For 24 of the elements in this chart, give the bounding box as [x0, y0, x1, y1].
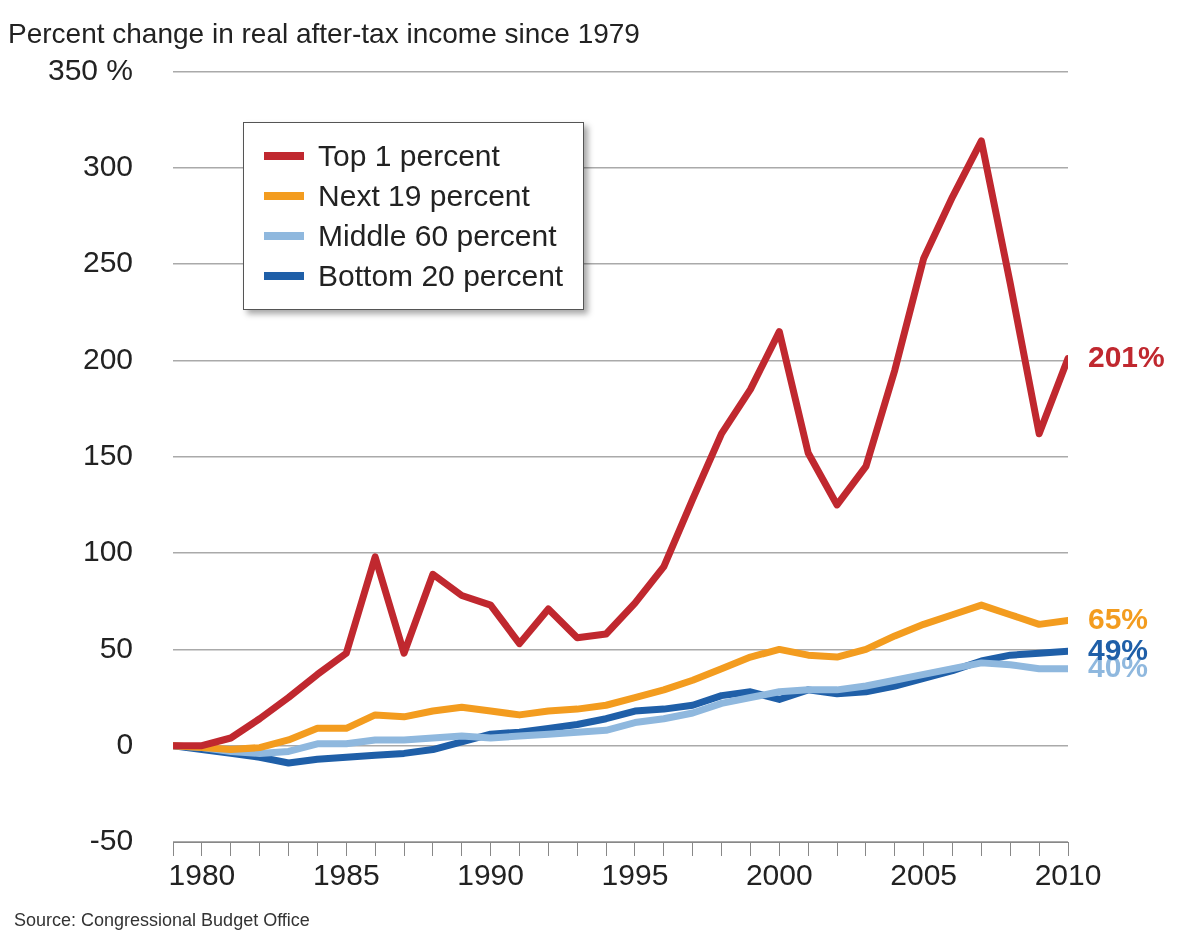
y-tick-label: 200	[83, 341, 134, 375]
x-tick-label: 1985	[312, 858, 380, 892]
y-tick-label: 250	[83, 245, 134, 279]
legend-label: Middle 60 percent	[318, 218, 557, 253]
y-tick-label: -50	[89, 823, 134, 857]
x-tick-label: 2005	[890, 858, 958, 892]
source-note: Source: Congressional Budget Office	[14, 909, 310, 930]
y-tick-label: 350 %	[47, 52, 134, 86]
y-tick-label: 100	[83, 534, 134, 568]
data-label: 65%	[1088, 601, 1149, 635]
y-tick-label: 300	[83, 149, 134, 183]
x-tick-label: 2000	[745, 858, 813, 892]
x-tick-label: 1995	[601, 858, 669, 892]
x-tick-label: 1990	[457, 858, 524, 892]
data-label: 201%	[1088, 339, 1165, 373]
chart-title: Percent change in real after-tax income since 1979	[8, 17, 640, 49]
legend-label: Next 19 percent	[318, 178, 530, 213]
legend-label: Top 1 percent	[318, 138, 500, 173]
x-tick-label: 2010	[1034, 858, 1102, 892]
x-tick-label: 1980	[168, 858, 236, 892]
legend-label: Bottom 20 percent	[318, 258, 564, 293]
y-tick-label: 50	[99, 630, 134, 664]
y-tick-label: 0	[116, 726, 134, 760]
y-tick-label: 150	[83, 438, 134, 472]
